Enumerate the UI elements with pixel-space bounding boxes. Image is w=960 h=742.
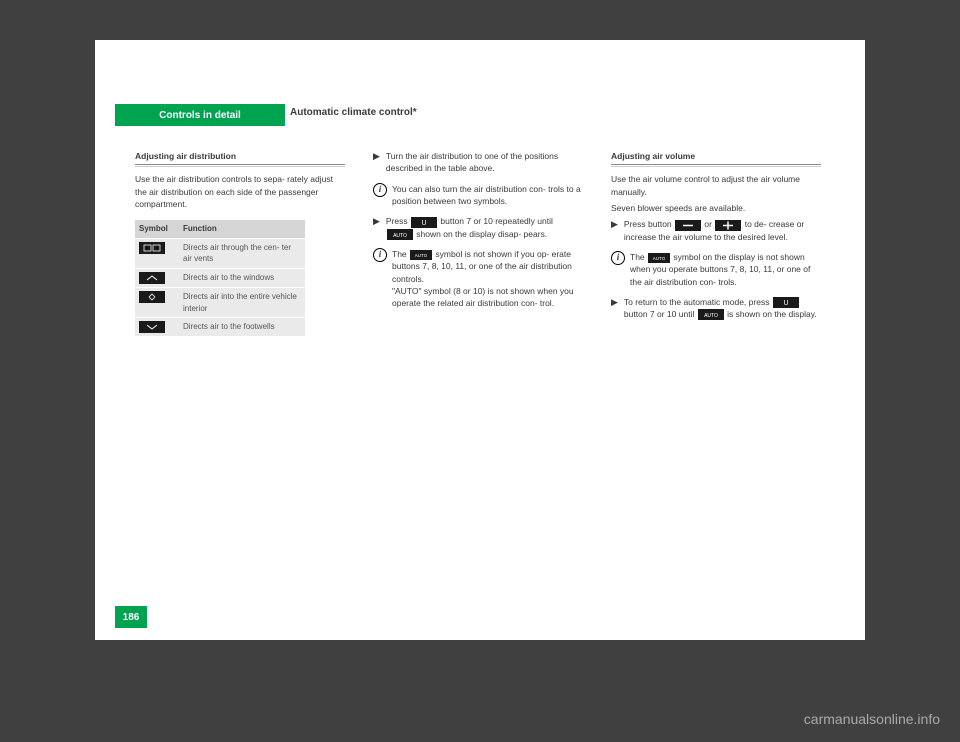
auto-button-icon: AUTO	[648, 253, 670, 263]
bullet-arrow-icon: ▶	[611, 296, 618, 321]
auto-button-icon: AUTO	[698, 309, 724, 320]
paragraph: Seven blower speeds are available.	[611, 202, 821, 214]
heading-air-volume: Adjusting air volume	[611, 150, 821, 162]
table-row: Directs air to the windows	[135, 268, 305, 287]
heading-air-distribution: Adjusting air distribution	[135, 150, 345, 162]
auto-button-icon: AUTO	[387, 229, 413, 240]
bullet-text: Press button or to de- crease or increas…	[624, 218, 821, 243]
column-1: Adjusting air distribution Use the air d…	[135, 150, 345, 336]
bullet-item: ▶ To return to the automatic mode, press…	[611, 296, 821, 321]
info-icon: i	[373, 183, 387, 197]
increase-button-icon	[715, 220, 741, 231]
table-row: Directs air to the footwells	[135, 317, 305, 336]
column-header-symbol: Symbol	[135, 220, 179, 238]
symbol-function-table: Symbol Function Directs air through the …	[135, 220, 305, 336]
bullet-text: Press U button 7 or 10 repeatedly until …	[386, 215, 583, 240]
table-row: Directs air into the entire vehicle inte…	[135, 287, 305, 317]
bullet-text: Turn the air distribution to one of the …	[386, 150, 583, 175]
watermark: carmanualsonline.info	[804, 711, 940, 727]
auto-button-icon: AUTO	[410, 250, 432, 260]
svg-text:AUTO: AUTO	[704, 313, 718, 319]
bullet-item: ▶ Turn the air distribution to one of th…	[373, 150, 583, 175]
windows-icon	[139, 272, 165, 284]
svg-text:U: U	[422, 220, 427, 227]
page-number: 186	[115, 606, 147, 628]
info-icon: i	[373, 248, 387, 262]
table-header: Symbol Function	[135, 220, 305, 238]
section-title: Automatic climate control*	[290, 107, 417, 118]
center-vent-icon	[139, 242, 165, 254]
bullet-text: To return to the automatic mode, press U…	[624, 296, 821, 321]
info-text: The AUTO symbol is not shown if you op- …	[392, 248, 583, 310]
table-row: Directs air through the cen- ter air ven…	[135, 238, 305, 268]
table-cell: Directs air into the entire vehicle inte…	[179, 288, 305, 317]
info-icon: i	[611, 251, 625, 265]
info-text: You can also turn the air distribution c…	[392, 183, 583, 208]
column-3: Adjusting air volume Use the air volume …	[611, 150, 821, 323]
svg-text:U: U	[783, 300, 788, 307]
divider	[611, 164, 821, 167]
bullet-arrow-icon: ▶	[611, 218, 618, 243]
table-cell: Directs air through the cen- ter air ven…	[179, 239, 305, 268]
info-note: i The AUTO symbol is not shown if you op…	[373, 248, 583, 310]
u-button-icon: U	[773, 297, 799, 308]
divider	[135, 164, 345, 167]
section-tab: Controls in detail	[115, 104, 285, 126]
paragraph: Use the air volume control to adjust the…	[611, 173, 821, 198]
bullet-item: ▶ Press button or to de- crease or incre…	[611, 218, 821, 243]
bullet-arrow-icon: ▶	[373, 215, 380, 240]
column-2: ▶ Turn the air distribution to one of th…	[373, 150, 583, 309]
table-cell: Directs air to the windows	[179, 269, 305, 287]
bullet-arrow-icon: ▶	[373, 150, 380, 175]
u-button-icon: U	[411, 217, 437, 228]
svg-text:AUTO: AUTO	[415, 253, 428, 258]
tab-title: Controls in detail	[159, 110, 241, 121]
info-note: i The AUTO symbol on the display is not …	[611, 251, 821, 288]
svg-text:AUTO: AUTO	[393, 233, 407, 239]
info-note: i You can also turn the air distribution…	[373, 183, 583, 208]
entire-interior-icon	[139, 291, 165, 303]
column-header-function: Function	[179, 220, 305, 238]
table-cell: Directs air to the footwells	[179, 318, 305, 336]
info-text: The AUTO symbol on the display is not sh…	[630, 251, 821, 288]
footwell-icon	[139, 321, 165, 333]
bullet-item: ▶ Press U button 7 or 10 repeatedly unti…	[373, 215, 583, 240]
decrease-button-icon	[675, 220, 701, 231]
manual-page: Controls in detail Automatic climate con…	[95, 40, 865, 640]
paragraph: Use the air distribution controls to sep…	[135, 173, 345, 210]
svg-text:AUTO: AUTO	[653, 256, 666, 261]
